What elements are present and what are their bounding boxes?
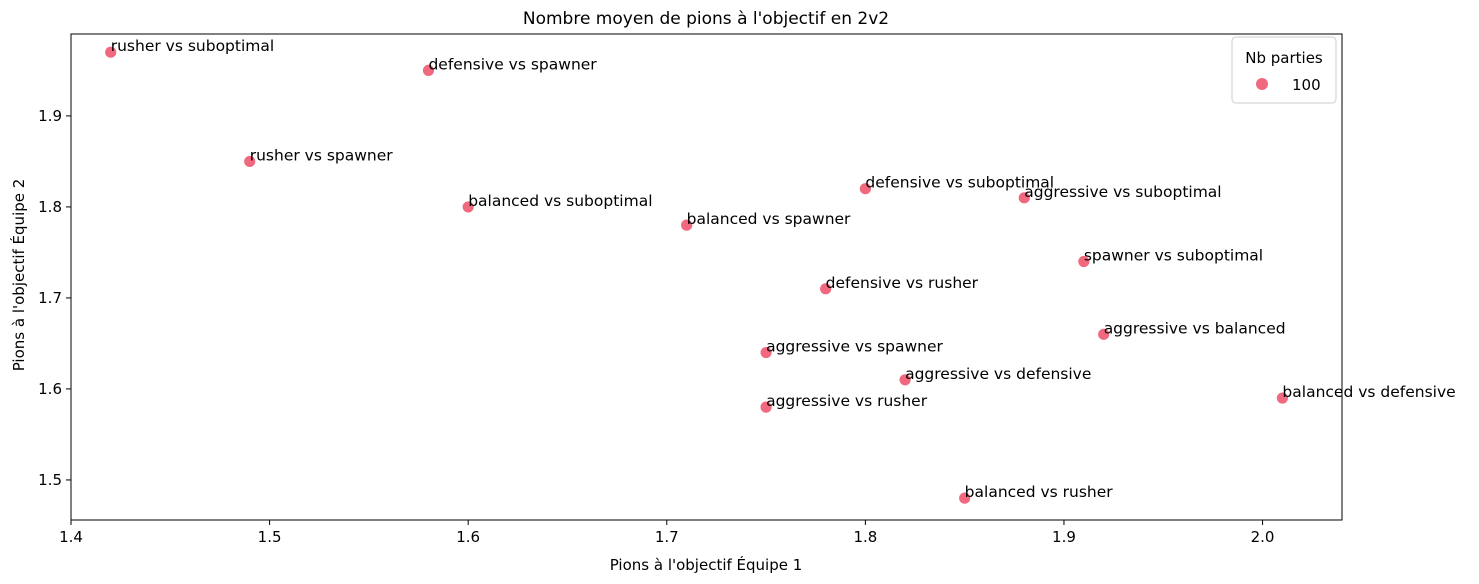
data-point-label: balanced vs defensive (1282, 383, 1455, 401)
data-point-label: defensive vs suboptimal (865, 174, 1054, 192)
y-axis-label: Pions à l'objectif Équipe 2 (9, 179, 28, 372)
axes-frame (70, 33, 1343, 521)
data-point (759, 346, 773, 359)
data-point-label: balanced vs suboptimal (468, 192, 652, 210)
data-point-label: spawner vs suboptimal (1084, 247, 1263, 265)
y-tick-label: 1.9 (38, 107, 62, 125)
data-point-label: aggressive vs spawner (766, 338, 943, 356)
data-point-label: rusher vs spawner (250, 146, 394, 164)
legend-title: Nb parties (1245, 49, 1323, 67)
data-point (958, 491, 972, 505)
plot-area: 1.4 1.5 1.6 1.7 1.8 1.9 2.0 1.5 1.6 1.7 1.8 1.9 rush… (38, 33, 1456, 546)
y-tick-label: 1.7 (38, 289, 62, 307)
data-point (104, 45, 118, 59)
data-point (858, 182, 872, 196)
y-tick-label: 1.8 (38, 198, 62, 216)
x-tick-label: 2.0 (1251, 528, 1275, 546)
data-point (1077, 255, 1091, 268)
x-tick-label: 1.8 (853, 528, 877, 546)
y-tick-label: 1.5 (38, 471, 62, 489)
data-point-label: defensive vs spawner (428, 55, 597, 73)
legend: Nb parties 100 (1231, 36, 1337, 104)
data-point (1276, 391, 1289, 405)
data-point-label: aggressive vs defensive (905, 365, 1091, 383)
data-point (461, 200, 475, 214)
data-point (1097, 327, 1111, 341)
x-tick-label: 1.6 (456, 528, 480, 546)
data-point-label: balanced vs spawner (687, 210, 851, 228)
x-tick-label: 1.7 (655, 528, 679, 546)
data-point-label: aggressive vs rusher (766, 392, 928, 410)
y-tick-label: 1.6 (38, 380, 62, 398)
data-point (422, 64, 435, 77)
data-point (819, 282, 833, 296)
x-tick-label: 1.5 (258, 528, 282, 546)
data-point (243, 155, 257, 168)
data-point-label: aggressive vs balanced (1104, 319, 1286, 337)
data-point (759, 400, 773, 414)
data-point-label: balanced vs rusher (965, 483, 1114, 501)
data-point-label: defensive vs rusher (826, 274, 979, 292)
legend-entry-label: 100 (1292, 76, 1321, 94)
legend-marker (1256, 78, 1268, 90)
data-point (680, 218, 694, 232)
data-point (898, 373, 912, 387)
x-tick-label: 1.4 (59, 528, 83, 546)
chart-title: Nombre moyen de pions à l'objectif en 2v… (523, 9, 889, 29)
data-point-label: rusher vs suboptimal (111, 37, 274, 55)
data-point-label: aggressive vs suboptimal (1024, 183, 1221, 201)
data-point (1017, 191, 1031, 205)
x-tick-label: 1.9 (1052, 528, 1076, 546)
x-axis-label: Pions à l'objectif Équipe 1 (610, 555, 803, 574)
